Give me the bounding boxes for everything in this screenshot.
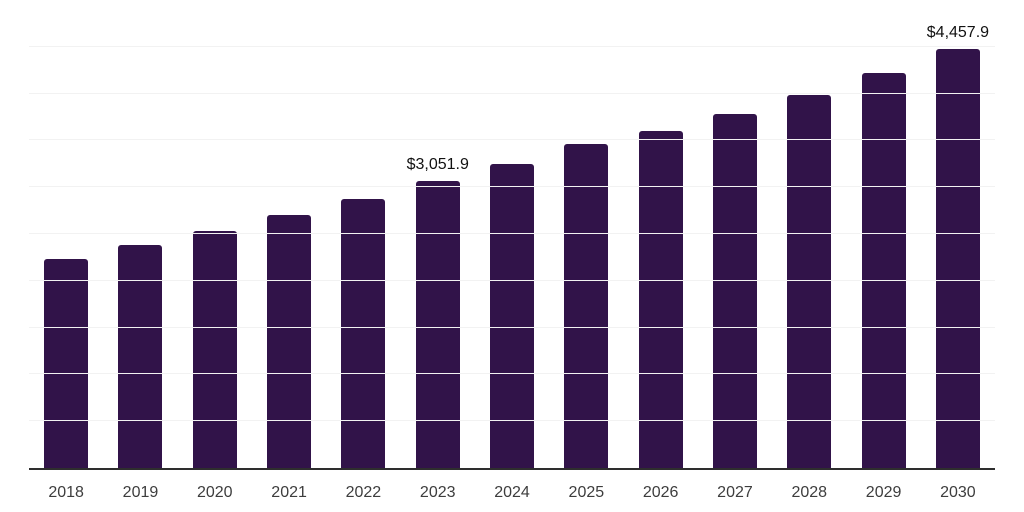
- x-tick-2028: 2028: [791, 484, 828, 501]
- bar-2029: [861, 72, 906, 468]
- x-axis-labels: 2018 2019 2020 2021 2022 2023 2024 2025 2026 2027…: [29, 470, 995, 512]
- value-label-2030: $4,457.9: [926, 23, 990, 41]
- gridline-3500: [29, 139, 995, 141]
- x-tick-2027: 2027: [717, 484, 753, 501]
- bar-band-2029: [846, 0, 920, 468]
- bar-2019: [118, 244, 163, 468]
- bar-2023: [415, 181, 460, 468]
- x-tick-2019: 2019: [122, 484, 159, 501]
- bar-band-2021: [252, 0, 326, 468]
- bar-band-2026: [624, 0, 698, 468]
- bar-2018: [44, 258, 89, 468]
- gridline-1000: [29, 373, 995, 375]
- x-tick-2018: 2018: [48, 484, 84, 501]
- bar-2026: [638, 131, 683, 468]
- bar-band-2030: $4,457.9: [921, 0, 995, 468]
- x-tick-2026: 2026: [642, 484, 679, 501]
- bar-band-2028: [772, 0, 846, 468]
- bar-band-2023: $3,051.9: [401, 0, 475, 468]
- bar-2030: [935, 48, 980, 468]
- bar-band-2024: [475, 0, 549, 468]
- x-tick-2030: 2030: [940, 484, 976, 501]
- x-tick-2024: 2024: [494, 484, 530, 501]
- bar-2025: [564, 144, 609, 468]
- bar-2022: [341, 199, 386, 468]
- bar-band-2025: [549, 0, 623, 468]
- bar-band-2020: [178, 0, 252, 468]
- gridline-3000: [29, 186, 995, 188]
- gridline-500: [29, 420, 995, 422]
- bar-2020: [192, 230, 237, 468]
- gridline-2000: [29, 279, 995, 281]
- bar-band-2018: [29, 0, 103, 468]
- x-tick-2022: 2022: [345, 484, 382, 501]
- bar-band-2019: [103, 0, 177, 468]
- bar-2021: [267, 214, 312, 468]
- gridline-1500: [29, 326, 995, 328]
- gridline-2500: [29, 233, 995, 234]
- x-tick-2029: 2029: [865, 484, 902, 501]
- x-tick-2020: 2020: [196, 484, 233, 501]
- plot-area: $3,051.9 $4,457.9: [29, 0, 995, 470]
- gridline-4500: [29, 45, 995, 47]
- gridline-4000: [29, 92, 995, 94]
- x-tick-2023: 2023: [419, 484, 456, 501]
- x-tick-2021: 2021: [271, 484, 307, 501]
- bar-band-2022: [326, 0, 400, 468]
- bar-2027: [712, 114, 757, 468]
- value-label-2023: $3,051.9: [406, 156, 469, 174]
- bar-2024: [490, 163, 535, 468]
- x-tick-2025: 2025: [568, 484, 605, 501]
- bar-band-2027: [698, 0, 772, 468]
- bar-2028: [787, 94, 832, 468]
- bars-row: $3,051.9 $4,457.9: [29, 0, 995, 468]
